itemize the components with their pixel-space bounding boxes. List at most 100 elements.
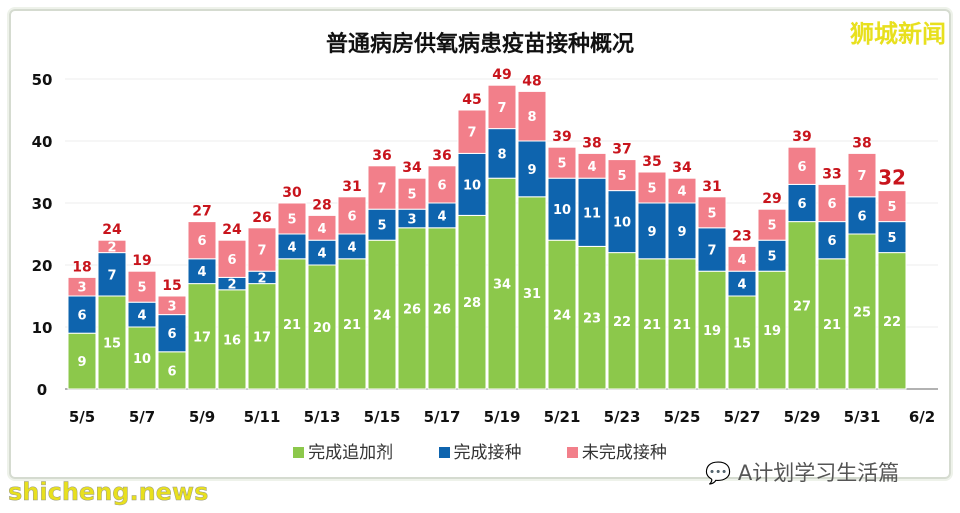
bar-segment: [367, 165, 397, 210]
data-label: 6: [77, 309, 86, 324]
total-label: 18: [72, 259, 91, 275]
data-label: 6: [227, 253, 236, 268]
data-label: 17: [193, 330, 211, 345]
bar-segment: [547, 239, 577, 390]
total-label: 27: [192, 204, 211, 220]
data-label: 21: [643, 318, 661, 333]
data-label: 28: [463, 296, 481, 311]
bar-segment: [607, 159, 637, 192]
bar-segment: [637, 171, 667, 204]
bar-segment: [67, 332, 97, 390]
bar-segment: [97, 239, 127, 254]
x-tick-label: 5/17: [424, 408, 461, 426]
bar-segment: [97, 252, 127, 297]
data-label: 6: [827, 197, 836, 212]
data-label: 6: [827, 234, 836, 249]
legend: 完成追加剂 完成接种 未完成接种: [0, 438, 960, 463]
bar-segment: [517, 90, 547, 142]
data-label: 7: [467, 126, 476, 141]
data-label: 5: [287, 213, 296, 228]
bar-segment: [487, 84, 517, 130]
total-label: 36: [372, 148, 391, 164]
data-label: 23: [583, 312, 601, 327]
bar-segment: [697, 270, 727, 390]
data-label: 4: [437, 209, 446, 224]
total-label: 38: [582, 135, 601, 151]
data-label: 6: [797, 197, 806, 212]
data-label: 26: [403, 302, 421, 317]
bar-segment: [877, 252, 907, 390]
total-label: 36: [432, 148, 451, 164]
x-tick-label: 5/23: [604, 408, 641, 426]
data-label: 6: [347, 209, 356, 224]
data-label: 21: [283, 318, 301, 333]
data-label: 19: [703, 324, 721, 339]
legend-item-incomplete: 未完成接种: [566, 443, 667, 463]
x-tick-label: 5/15: [364, 408, 401, 426]
data-label: 10: [613, 216, 631, 231]
x-tick-label: 5/9: [189, 408, 215, 426]
bar-segment: [307, 214, 337, 241]
data-label: 9: [527, 163, 536, 178]
bar-segment: [547, 177, 577, 241]
legend-swatch: [293, 447, 305, 458]
total-label: 24: [102, 222, 122, 238]
bar-segment: [427, 227, 457, 390]
data-label: 21: [673, 318, 691, 333]
total-label: 29: [762, 191, 781, 207]
total-label: 15: [162, 278, 181, 294]
x-tick-label: 5/7: [129, 408, 155, 426]
data-label: 15: [103, 337, 121, 352]
data-label: 7: [107, 268, 116, 283]
data-label: 5: [377, 219, 386, 234]
wechat-name: A计划学习生活篇: [737, 461, 900, 485]
total-label: 34: [402, 160, 422, 176]
data-label: 6: [797, 160, 806, 175]
bar-segment: [217, 239, 247, 278]
data-label: 8: [527, 110, 536, 125]
data-label: 4: [587, 160, 596, 175]
y-tick-label: 0: [37, 381, 47, 399]
data-label: 25: [853, 306, 871, 321]
total-label: 37: [612, 142, 631, 158]
data-label: 16: [223, 333, 241, 348]
data-label: 4: [737, 278, 746, 293]
legend-swatch: [438, 447, 450, 458]
x-tick-label: 5/11: [244, 408, 281, 426]
data-label: 22: [613, 315, 631, 330]
data-label: 8: [497, 147, 506, 162]
x-tick-label: 5/31: [844, 408, 881, 426]
bar-segment: [547, 146, 577, 179]
data-label: 5: [887, 231, 896, 246]
data-label: 7: [707, 244, 716, 259]
chart-title: 普通病房供氧病患疫苗接种概况: [325, 32, 634, 57]
data-label: 4: [137, 309, 146, 324]
data-label: 21: [823, 318, 841, 333]
x-tick-label: 5/29: [784, 408, 821, 426]
data-label: 6: [197, 234, 206, 249]
bar-segment: [187, 258, 217, 285]
data-label: 20: [313, 321, 331, 336]
bar-segment: [697, 196, 727, 229]
bar-segment: [337, 196, 367, 235]
bar-segment: [817, 258, 847, 390]
data-label: 7: [257, 244, 266, 259]
bar-segment: [397, 227, 427, 390]
bar-segment: [157, 314, 187, 353]
x-tick-label: 5/5: [69, 408, 95, 426]
bar-segment: [427, 165, 457, 204]
y-tick-label: 40: [32, 133, 53, 151]
total-label: 48: [522, 73, 541, 89]
bar-segment: [337, 233, 367, 260]
bar-segment: [217, 289, 247, 390]
data-label: 4: [347, 240, 356, 255]
data-label: 21: [343, 318, 361, 333]
bar-segment: [277, 233, 307, 260]
data-label: 22: [883, 315, 901, 330]
wechat-watermark: 💬 A计划学习生活篇: [705, 461, 900, 485]
total-label: 30: [282, 185, 302, 201]
data-label: 5: [137, 281, 146, 296]
bar-segment: [247, 227, 277, 272]
data-label: 15: [733, 337, 751, 352]
